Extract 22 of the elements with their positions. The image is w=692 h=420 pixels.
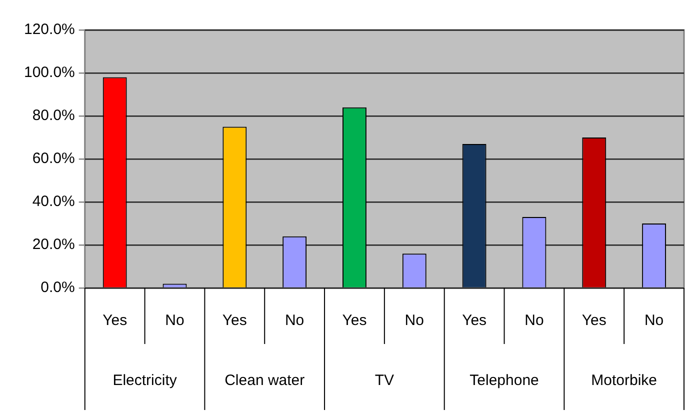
text: TV — [374, 372, 394, 390]
x-tick-label: Yes — [582, 312, 606, 330]
text: Motorbike — [591, 372, 658, 390]
text: Clean water — [224, 372, 305, 390]
y-tick-label: 80.0% — [32, 107, 75, 124]
x-tick-label: Yes — [102, 312, 128, 330]
y-tick-label: 120.0% — [24, 21, 75, 38]
x-tick-label: No — [404, 312, 424, 330]
y-tick-label: 60.0% — [32, 150, 75, 168]
x-tick-label: Yes — [462, 312, 487, 330]
y-tick-label: 40.0% — [32, 193, 75, 210]
x-tick-label: Yes — [222, 312, 247, 330]
text: Telephone — [470, 372, 539, 390]
y-tick-label: 0.0% — [40, 279, 75, 296]
y-tick-label: 100.0% — [24, 64, 75, 82]
x-tick-label: No — [165, 312, 184, 330]
y-tick-label: 20.0% — [32, 236, 75, 254]
text: Electricity — [112, 372, 178, 390]
x-tick-label: Yes — [342, 312, 367, 330]
x-tick-label: No — [284, 312, 304, 330]
x-tick-label: No — [524, 312, 544, 330]
x-tick-label: No — [644, 312, 664, 330]
